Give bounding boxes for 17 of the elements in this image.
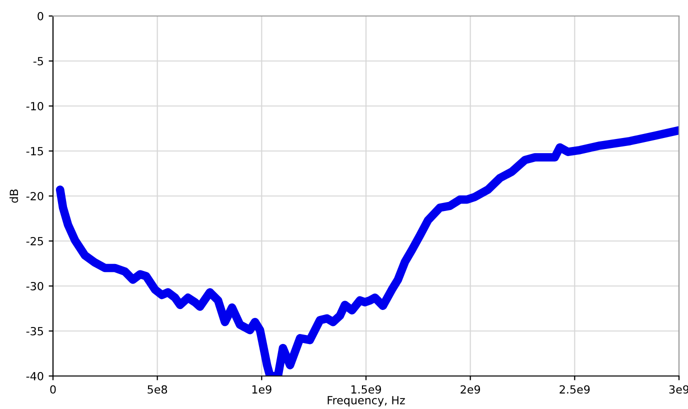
x-tick-label: 1.5e9 xyxy=(351,385,382,394)
y-axis-title: dB xyxy=(10,189,18,203)
y-tick-label: -15 xyxy=(26,147,43,156)
y-tick-label: -10 xyxy=(26,102,44,110)
y-tick-label: -5 xyxy=(33,57,43,66)
x-axis-title: Frequency, Hz xyxy=(328,396,405,407)
y-tick-label: -25 xyxy=(26,236,43,246)
x-tick-label: 5e8 xyxy=(148,385,168,394)
x-tick-label: 1e9 xyxy=(252,385,272,394)
y-tick-label: -35 xyxy=(26,326,43,336)
y-tick-label: -30 xyxy=(26,282,44,290)
y-tick-label: 0 xyxy=(38,12,44,20)
y-tick-label: -40 xyxy=(26,372,44,380)
x-tick-label: 2e9 xyxy=(460,385,480,394)
x-tick-label: 2.5e9 xyxy=(560,385,590,394)
x-tick-label: 0 xyxy=(50,385,56,394)
y-tick-label: -20 xyxy=(26,192,44,200)
